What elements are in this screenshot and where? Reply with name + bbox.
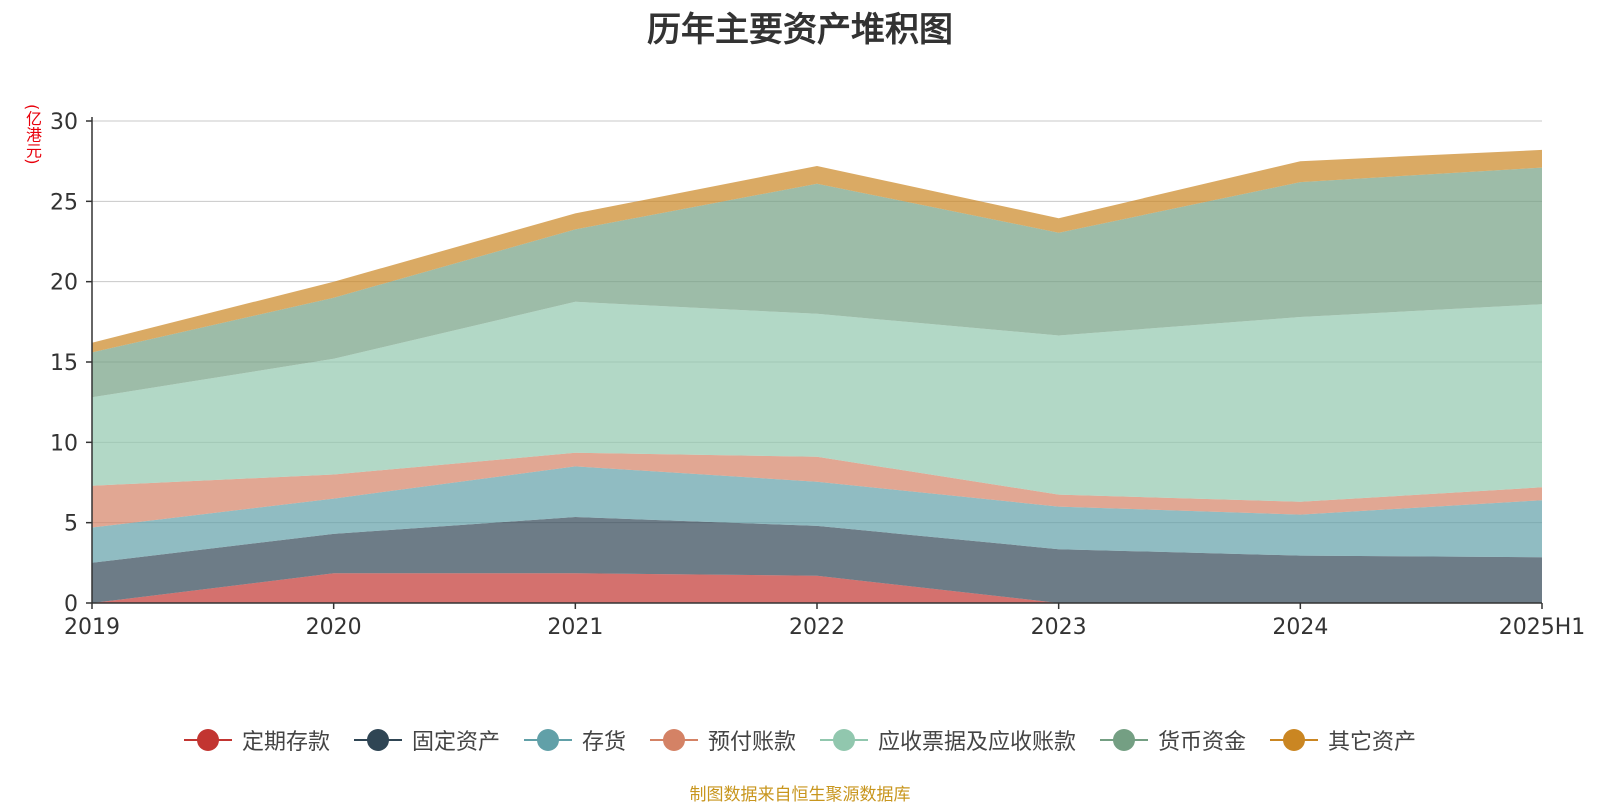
legend-label: 应收票据及应收账款 xyxy=(878,730,1077,755)
legend-item[interactable]: 应收票据及应收账款 xyxy=(820,724,1076,756)
area-series-1 xyxy=(92,573,1542,603)
legend-item[interactable]: 定期存款 xyxy=(183,724,330,756)
legend-item[interactable]: 固定资产 xyxy=(353,724,500,756)
y-tick-label: 25 xyxy=(50,190,78,215)
y-tick-label: 30 xyxy=(50,110,78,135)
x-tick-label: 2023 xyxy=(1031,615,1087,640)
area-series-2 xyxy=(92,517,1542,603)
x-tick-label: 2020 xyxy=(306,615,362,640)
legend-label: 货币资金 xyxy=(1158,730,1247,755)
legend-marker xyxy=(1270,728,1319,752)
stacked-areas xyxy=(92,149,1542,603)
legend-item[interactable]: 其它资产 xyxy=(1270,724,1416,756)
legend-item[interactable]: 货币资金 xyxy=(1100,724,1246,756)
legend-item[interactable]: 存货 xyxy=(523,724,626,756)
legend-marker xyxy=(353,728,402,752)
y-tick-label: 5 xyxy=(64,512,78,537)
x-tick-label: 2024 xyxy=(1272,615,1328,640)
legend-marker xyxy=(183,728,232,752)
axes: 0 5 10 15 20 25 30 2019 2020 2021 2022 2023 2024 2025… xyxy=(50,110,1585,640)
y-tick-label: 15 xyxy=(50,351,78,376)
area-series-4 xyxy=(92,452,1542,528)
area-series-6 xyxy=(92,167,1542,398)
y-tick-label: 10 xyxy=(50,431,78,456)
area-series-7 xyxy=(92,149,1542,353)
legend-marker xyxy=(523,728,572,752)
x-tick-label: 2025H1 xyxy=(1499,615,1586,640)
legend-label: 固定资产 xyxy=(411,730,500,755)
legend-marker xyxy=(649,728,698,752)
chart-title: 历年主要资产堆积图 xyxy=(647,10,953,50)
x-tick-label: 2022 xyxy=(789,615,845,640)
legend-label: 定期存款 xyxy=(241,730,330,755)
legend-marker xyxy=(1100,728,1149,752)
legend-label: 其它资产 xyxy=(1328,730,1417,755)
source-note: 制图数据来自恒生聚源数据库 xyxy=(689,785,911,805)
legend-marker xyxy=(820,728,868,752)
y-tick-label: 0 xyxy=(64,592,78,617)
area-series-3 xyxy=(92,466,1542,563)
y-axis-unit-label: (亿港元) xyxy=(23,104,42,165)
x-tick-label: 2019 xyxy=(64,615,120,640)
legend: 定期存款 固定资产 存货 预付账款 应收票据及应收账款 货币资金 其它资产 xyxy=(0,722,1600,758)
legend-label: 存货 xyxy=(581,730,626,755)
y-tick-label: 20 xyxy=(50,271,78,296)
legend-item[interactable]: 预付账款 xyxy=(649,724,796,756)
legend-label: 预付账款 xyxy=(707,730,796,755)
area-series-5 xyxy=(92,301,1542,502)
x-tick-label: 2021 xyxy=(547,615,603,640)
